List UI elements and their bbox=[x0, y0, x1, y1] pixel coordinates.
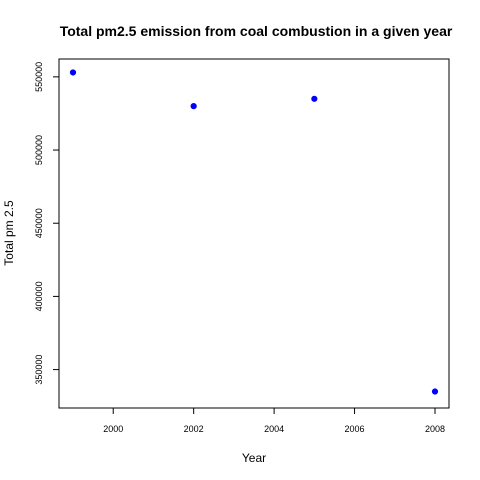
x-tick-label: 2002 bbox=[184, 424, 204, 434]
y-tick-label: 500000 bbox=[34, 135, 44, 165]
x-tick-label: 2000 bbox=[103, 424, 123, 434]
y-axis: 350000 400000 450000 500000 550000 bbox=[34, 62, 60, 385]
data-point bbox=[190, 103, 197, 110]
y-tick-label: 550000 bbox=[34, 62, 44, 92]
x-tick-label: 2008 bbox=[425, 424, 445, 434]
x-axis: 2000 2002 2004 2006 2008 bbox=[103, 407, 445, 434]
y-axis-label: Total pm 2.5 bbox=[2, 200, 16, 266]
y-tick-label: 450000 bbox=[34, 208, 44, 238]
y-tick-label: 400000 bbox=[34, 281, 44, 311]
data-points bbox=[69, 69, 439, 395]
x-tick-label: 2004 bbox=[264, 424, 284, 434]
chart-title: Total pm2.5 emission from coal combustio… bbox=[60, 23, 453, 39]
data-point bbox=[69, 69, 77, 76]
x-axis-label: Year bbox=[242, 451, 266, 465]
data-point bbox=[431, 388, 439, 395]
x-tick-label: 2006 bbox=[345, 424, 365, 434]
y-tick-label: 350000 bbox=[34, 355, 44, 385]
data-point bbox=[311, 95, 318, 102]
